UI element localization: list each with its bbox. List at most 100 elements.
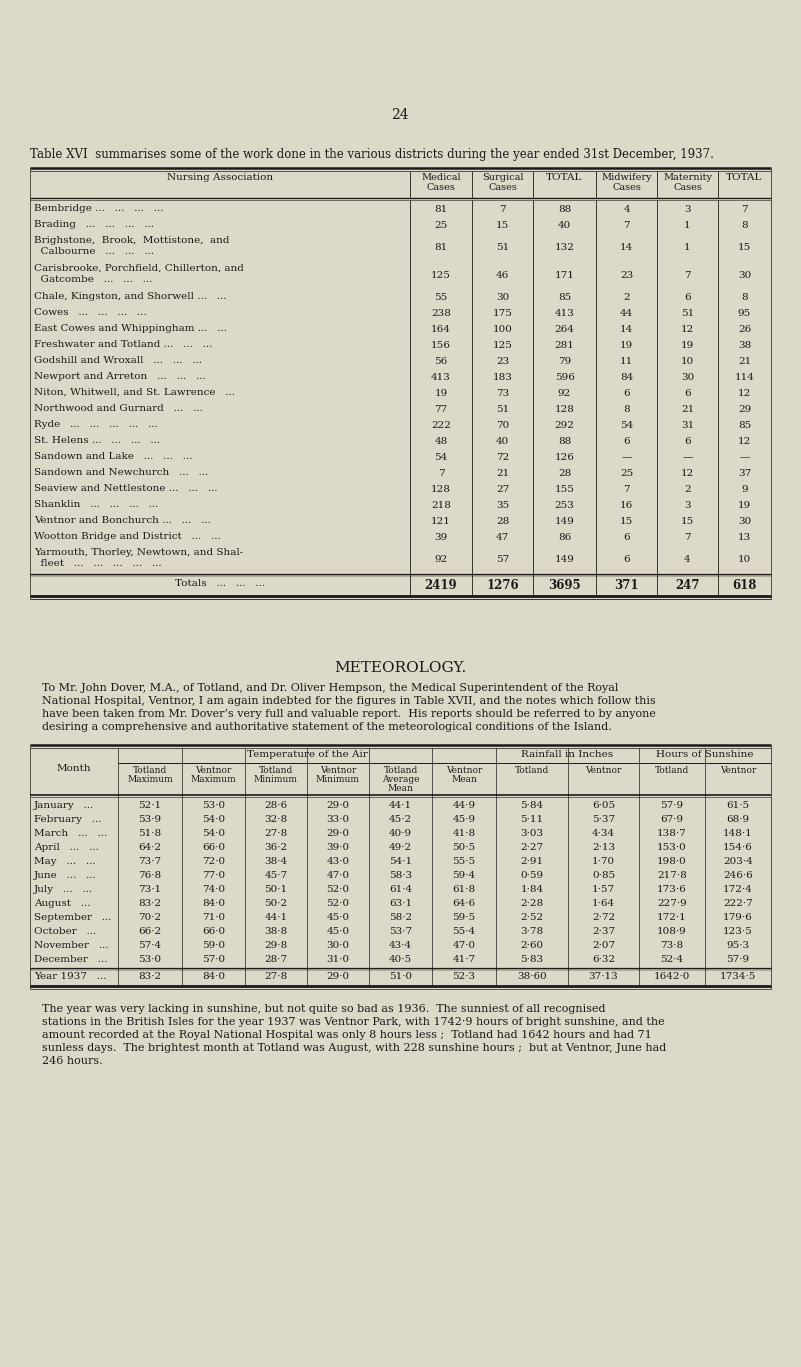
Text: 64·6: 64·6: [453, 899, 476, 908]
Text: 23: 23: [496, 357, 509, 366]
Text: July   ...   ...: July ... ...: [34, 884, 93, 894]
Text: 15: 15: [620, 517, 633, 526]
Text: 21: 21: [681, 405, 694, 414]
Text: September   ...: September ...: [34, 913, 111, 921]
Text: 28·6: 28·6: [264, 801, 288, 811]
Text: 7: 7: [684, 271, 690, 280]
Text: 50·2: 50·2: [264, 899, 288, 908]
Text: 30: 30: [738, 271, 751, 280]
Text: 6·05: 6·05: [592, 801, 615, 811]
Text: 100: 100: [493, 325, 513, 334]
Text: 2: 2: [684, 485, 690, 493]
Text: 2·37: 2·37: [592, 927, 615, 936]
Text: 54·0: 54·0: [202, 815, 225, 824]
Text: 40·9: 40·9: [389, 828, 412, 838]
Text: 51·8: 51·8: [139, 828, 162, 838]
Text: 95: 95: [738, 309, 751, 319]
Text: 164: 164: [431, 325, 451, 334]
Text: Chale, Kingston, and Shorwell ...   ...: Chale, Kingston, and Shorwell ... ...: [34, 293, 227, 301]
Text: 128: 128: [554, 405, 574, 414]
Text: 198·0: 198·0: [657, 857, 687, 867]
Text: Ryde   ...   ...   ...   ...   ...: Ryde ... ... ... ... ...: [34, 420, 158, 429]
Text: Ventnor and Bonchurch ...   ...   ...: Ventnor and Bonchurch ... ... ...: [34, 515, 211, 525]
Text: Bembridge ...   ...   ...   ...: Bembridge ... ... ... ...: [34, 204, 163, 213]
Text: 1·64: 1·64: [592, 899, 615, 908]
Text: 47·0: 47·0: [453, 940, 476, 950]
Text: 92: 92: [557, 390, 571, 398]
Text: 15: 15: [496, 221, 509, 230]
Text: 57·4: 57·4: [139, 940, 162, 950]
Text: Maternity
Cases: Maternity Cases: [663, 174, 712, 193]
Text: 25: 25: [434, 221, 448, 230]
Text: October   ...: October ...: [34, 927, 96, 936]
Text: 57·9: 57·9: [727, 956, 750, 964]
Text: 66·0: 66·0: [202, 843, 225, 852]
Text: 172·4: 172·4: [723, 884, 753, 894]
Text: 56: 56: [434, 357, 448, 366]
Text: 7: 7: [623, 221, 630, 230]
Text: 54·0: 54·0: [202, 828, 225, 838]
Text: 3695: 3695: [548, 580, 581, 592]
Text: 247: 247: [675, 580, 700, 592]
Text: 53·9: 53·9: [139, 815, 162, 824]
Text: stations in the British Isles for the year 1937 was Ventnor Park, with 1742·9 ho: stations in the British Isles for the ye…: [42, 1017, 665, 1027]
Text: May   ...   ...: May ... ...: [34, 857, 95, 867]
Text: 1: 1: [684, 243, 690, 252]
Text: 50·1: 50·1: [264, 884, 288, 894]
Text: 53·0: 53·0: [202, 801, 225, 811]
Text: 61·4: 61·4: [389, 884, 412, 894]
Text: 264: 264: [554, 325, 574, 334]
Text: TOTAL: TOTAL: [727, 174, 763, 182]
Text: 183: 183: [493, 373, 513, 381]
Text: 13: 13: [738, 533, 751, 541]
Text: 3·03: 3·03: [521, 828, 544, 838]
Text: 45·7: 45·7: [264, 871, 288, 880]
Text: Hours of Sunshine: Hours of Sunshine: [656, 750, 754, 759]
Text: 179·6: 179·6: [723, 913, 753, 921]
Text: 1642·0: 1642·0: [654, 972, 690, 982]
Text: 28·7: 28·7: [264, 956, 288, 964]
Text: 54: 54: [620, 421, 633, 431]
Text: 7: 7: [437, 469, 445, 478]
Text: 44·9: 44·9: [453, 801, 476, 811]
Text: 128: 128: [431, 485, 451, 493]
Text: 15: 15: [738, 243, 751, 252]
Text: 26: 26: [738, 325, 751, 334]
Text: 45·0: 45·0: [327, 913, 349, 921]
Text: 73: 73: [496, 390, 509, 398]
Text: 52·3: 52·3: [453, 972, 476, 982]
Text: 81: 81: [434, 205, 448, 215]
Text: Northwood and Gurnard   ...   ...: Northwood and Gurnard ... ...: [34, 405, 203, 413]
Text: 21: 21: [738, 357, 751, 366]
Text: 11: 11: [620, 357, 633, 366]
Text: sunless days.  The brightest month at Totland was August, with 228 sunshine hour: sunless days. The brightest month at Tot…: [42, 1043, 666, 1053]
Text: Carisbrooke, Porchfield, Chillerton, and: Carisbrooke, Porchfield, Chillerton, and: [34, 264, 244, 273]
Text: Ventnor: Ventnor: [320, 766, 356, 775]
Text: Shanklin   ...   ...   ...   ...: Shanklin ... ... ... ...: [34, 500, 159, 509]
Text: 125: 125: [431, 271, 451, 280]
Text: Totland: Totland: [515, 766, 549, 775]
Text: 155: 155: [554, 485, 574, 493]
Text: 83·2: 83·2: [139, 899, 162, 908]
Text: Medical
Cases: Medical Cases: [421, 174, 461, 193]
Text: Average: Average: [382, 775, 419, 785]
Text: 45·9: 45·9: [453, 815, 476, 824]
Text: 59·0: 59·0: [202, 940, 225, 950]
Text: 2419: 2419: [425, 580, 457, 592]
Text: 61·5: 61·5: [727, 801, 750, 811]
Text: 85: 85: [738, 421, 751, 431]
Text: 173·6: 173·6: [657, 884, 687, 894]
Text: 85: 85: [557, 293, 571, 302]
Text: 25: 25: [620, 469, 633, 478]
Text: 67·9: 67·9: [661, 815, 683, 824]
Text: 14: 14: [620, 243, 633, 252]
Text: have been taken from Mr. Dover’s very full and valuable report.  His reports sho: have been taken from Mr. Dover’s very fu…: [42, 709, 656, 719]
Text: Totals   ...   ...   ...: Totals ... ... ...: [175, 580, 265, 588]
Text: Midwifery
Cases: Midwifery Cases: [602, 174, 652, 193]
Text: 52·0: 52·0: [327, 899, 349, 908]
Text: 4·34: 4·34: [592, 828, 615, 838]
Text: 2·28: 2·28: [521, 899, 544, 908]
Text: 29·0: 29·0: [327, 828, 349, 838]
Text: 108·9: 108·9: [657, 927, 687, 936]
Text: 38: 38: [738, 340, 751, 350]
